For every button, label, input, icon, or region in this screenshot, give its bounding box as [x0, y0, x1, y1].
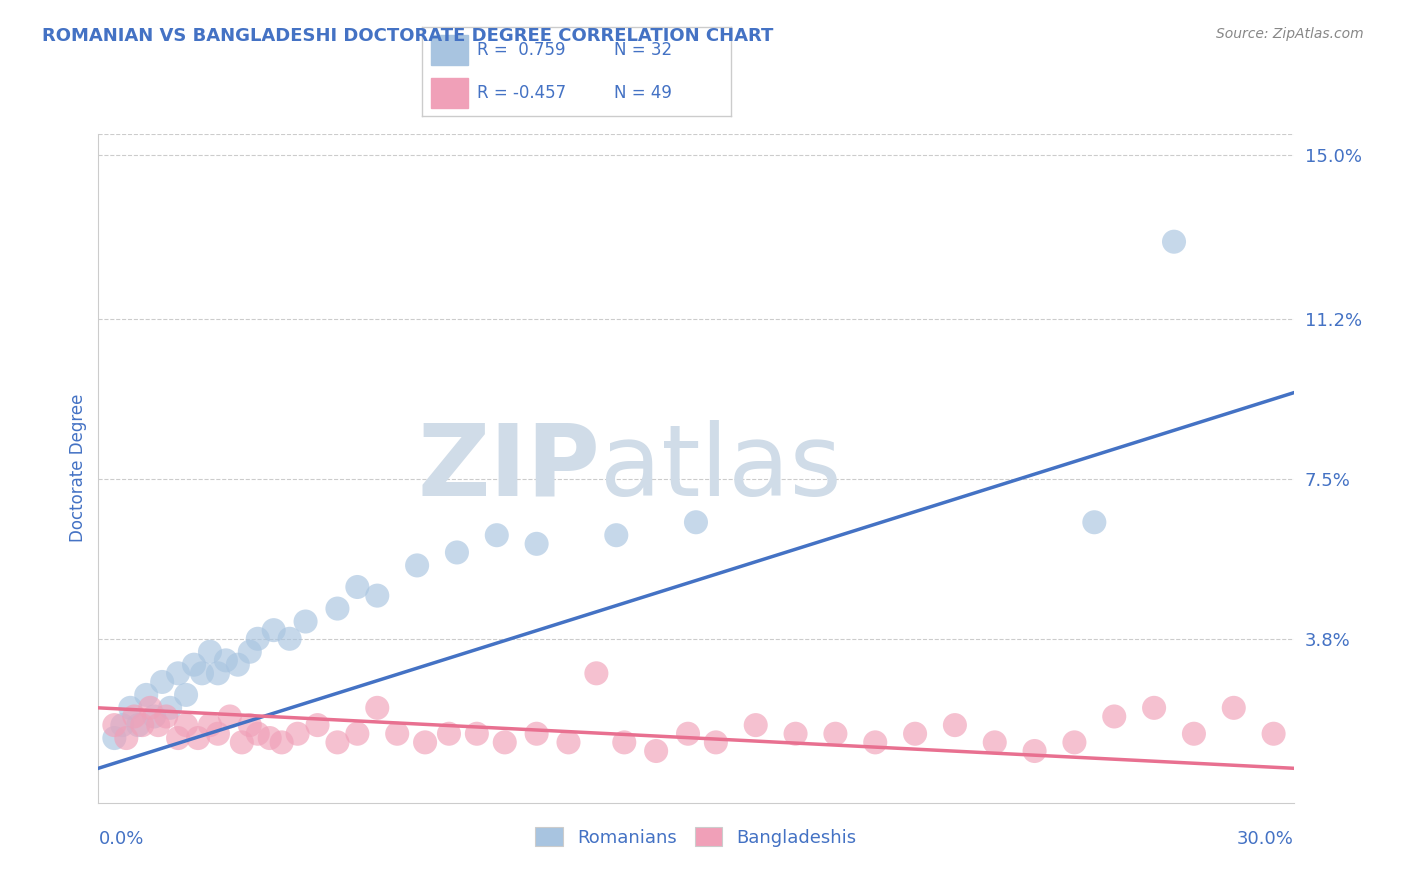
Point	[585, 666, 607, 681]
Text: 0.0%: 0.0%	[98, 830, 143, 847]
Point	[139, 701, 162, 715]
Point	[1024, 744, 1046, 758]
Point	[198, 645, 221, 659]
Point	[187, 731, 209, 745]
Point	[465, 727, 488, 741]
Text: N = 49: N = 49	[613, 84, 672, 102]
Point	[246, 727, 269, 741]
Point	[103, 718, 125, 732]
Point	[111, 718, 134, 732]
Point	[1102, 709, 1125, 723]
Y-axis label: Doctorate Degree: Doctorate Degree	[69, 394, 87, 542]
Text: Source: ZipAtlas.com: Source: ZipAtlas.com	[1216, 27, 1364, 41]
Point	[346, 727, 368, 741]
Point	[207, 666, 229, 681]
Point	[278, 632, 301, 646]
Point	[124, 709, 146, 723]
Point	[437, 727, 460, 741]
Point	[239, 645, 262, 659]
Point	[824, 727, 846, 741]
Point	[103, 731, 125, 745]
Point	[366, 701, 388, 715]
Point	[785, 727, 807, 741]
Point	[307, 718, 329, 732]
Point	[259, 731, 281, 745]
Point	[198, 718, 221, 732]
Point	[231, 735, 253, 749]
Point	[120, 701, 142, 715]
Point	[1063, 735, 1085, 749]
Point	[115, 731, 138, 745]
Point	[294, 615, 316, 629]
Point	[226, 657, 249, 672]
Point	[413, 735, 436, 749]
Point	[1222, 701, 1246, 715]
Point	[148, 718, 170, 732]
Point	[1083, 515, 1105, 529]
Point	[613, 735, 636, 749]
Point	[143, 709, 166, 723]
FancyBboxPatch shape	[432, 35, 468, 65]
Point	[287, 727, 309, 741]
Point	[1263, 727, 1285, 741]
Point	[239, 718, 262, 732]
Point	[406, 558, 429, 573]
Point	[1143, 701, 1166, 715]
Point	[326, 601, 349, 615]
Point	[174, 718, 197, 732]
Point	[191, 666, 214, 681]
Point	[263, 623, 285, 637]
Point	[526, 727, 548, 741]
Point	[685, 515, 707, 529]
Point	[385, 727, 409, 741]
Point	[605, 528, 627, 542]
Point	[526, 537, 548, 551]
Text: 30.0%: 30.0%	[1237, 830, 1294, 847]
Point	[127, 718, 149, 732]
Point	[346, 580, 368, 594]
Point	[366, 589, 388, 603]
Point	[167, 666, 190, 681]
Legend: Romanians, Bangladeshis: Romanians, Bangladeshis	[529, 820, 863, 854]
Point	[270, 735, 292, 749]
Point	[326, 735, 349, 749]
Point	[174, 688, 197, 702]
Point	[183, 657, 205, 672]
Point	[246, 632, 269, 646]
Point	[159, 701, 181, 715]
Point	[983, 735, 1005, 749]
Text: R =  0.759: R = 0.759	[478, 41, 567, 59]
Point	[676, 727, 699, 741]
Text: atlas: atlas	[600, 420, 842, 516]
Point	[446, 545, 468, 559]
Point	[150, 675, 173, 690]
Point	[943, 718, 966, 732]
Point	[215, 653, 238, 667]
Point	[904, 727, 927, 741]
Point	[645, 744, 668, 758]
Point	[745, 718, 768, 732]
Point	[167, 731, 190, 745]
Point	[135, 688, 157, 702]
Point	[1182, 727, 1205, 741]
Point	[863, 735, 886, 749]
Point	[131, 718, 153, 732]
Point	[219, 709, 242, 723]
Text: ROMANIAN VS BANGLADESHI DOCTORATE DEGREE CORRELATION CHART: ROMANIAN VS BANGLADESHI DOCTORATE DEGREE…	[42, 27, 773, 45]
Point	[207, 727, 229, 741]
FancyBboxPatch shape	[432, 78, 468, 108]
Text: N = 32: N = 32	[613, 41, 672, 59]
Point	[485, 528, 508, 542]
Point	[1163, 235, 1185, 249]
Point	[155, 709, 177, 723]
Text: R = -0.457: R = -0.457	[478, 84, 567, 102]
Text: ZIP: ZIP	[418, 420, 600, 516]
Point	[557, 735, 579, 749]
Point	[494, 735, 516, 749]
Point	[704, 735, 727, 749]
